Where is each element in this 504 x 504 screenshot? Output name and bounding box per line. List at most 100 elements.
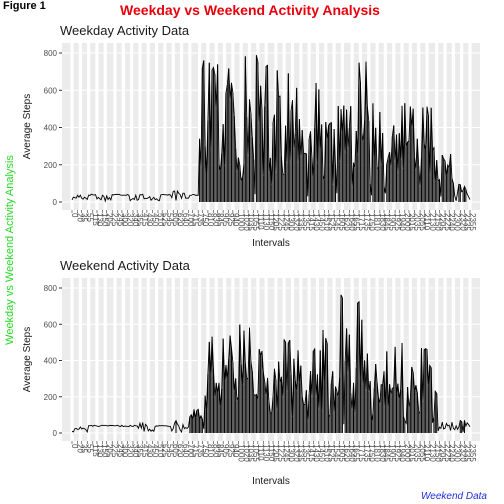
x-tick-label: 2300 — [453, 444, 462, 462]
x-tick-label: 0 — [70, 444, 79, 449]
x-tick-label: 55 — [85, 444, 94, 453]
x-tick-label: 2130 — [428, 444, 437, 462]
x-tick-label: 2225 — [443, 213, 452, 231]
x-tick-label: 1525 — [327, 213, 336, 231]
x-tick-label: 2355 — [468, 213, 477, 231]
x-tick-label: 1355 — [302, 444, 311, 462]
x-tick-label: 1450 — [317, 213, 326, 231]
x-tick-label: 2130 — [428, 213, 437, 231]
x-tick-label: 1415 — [307, 444, 316, 462]
x-tick-label: 1715 — [357, 444, 366, 462]
x-tick-label: 940 — [231, 213, 240, 227]
x-tick-label: 2355 — [468, 444, 477, 462]
x-tick-label: 1205 — [271, 213, 280, 231]
y-tick-label: 0 — [53, 198, 58, 207]
x-tick-label: 1300 — [286, 213, 295, 231]
x-tick-label: 55 — [85, 213, 94, 222]
x-tick-label: 2035 — [413, 213, 422, 231]
x-tick-label: 810 — [206, 444, 215, 458]
x-tick-label: 2110 — [422, 444, 431, 462]
x-tick-label: 1750 — [367, 213, 376, 231]
x-tick-label: 1225 — [277, 444, 286, 462]
x-tick-label: 2015 — [407, 213, 416, 231]
x-tick-label: 20 — [76, 213, 85, 222]
x-tick-label: 1055 — [252, 444, 261, 462]
x-tick-label: 1245 — [282, 213, 291, 231]
x-tick-label: 925 — [227, 213, 236, 227]
x-tick-label: 1130 — [261, 213, 270, 231]
x-tick-label: 355 — [135, 213, 144, 227]
y-tick-label: 600 — [44, 86, 58, 95]
x-tick-label: 830 — [211, 213, 220, 227]
x-tick-label: 525 — [160, 213, 169, 227]
x-tick-label: 150 — [101, 444, 110, 458]
x-tick-label: 35 — [80, 213, 89, 222]
x-tick-label: 1715 — [357, 213, 366, 231]
x-tick-label: 2055 — [418, 213, 427, 231]
x-tick-label: 1000 — [236, 213, 245, 231]
x-tick-label: 1620 — [342, 213, 351, 231]
x-axis-label: Intervals — [252, 238, 290, 249]
x-tick-label: 1830 — [378, 444, 387, 462]
x-tick-label: 2320 — [458, 213, 467, 231]
x-tick-label: 605 — [171, 444, 180, 458]
x-tick-label: 1320 — [292, 213, 301, 231]
x-tick-label: 1605 — [338, 444, 347, 462]
x-tick-label: 2035 — [413, 444, 422, 462]
x-tick-label: 245 — [116, 444, 125, 458]
x-tick-label: 1545 — [332, 213, 341, 231]
panel-title: Weekend Activity Data — [60, 258, 191, 273]
x-tick-label: 1510 — [322, 213, 331, 231]
x-tick-label: 1225 — [277, 213, 286, 231]
x-tick-label: 415 — [141, 444, 150, 458]
y-tick-label: 800 — [44, 49, 58, 58]
x-tick-label: 115 — [91, 213, 100, 226]
x-tick-label: 0 — [70, 213, 79, 218]
x-tick-label: 620 — [175, 213, 184, 227]
x-tick-label: 1430 — [311, 444, 320, 462]
x-tick-label: 130 — [95, 213, 104, 227]
x-tick-label: 1845 — [382, 213, 391, 231]
x-tick-label: 450 — [150, 444, 159, 458]
x-tick-label: 640 — [181, 444, 190, 458]
x-tick-label: 1110 — [256, 213, 265, 230]
figure-label: Figure 1 — [3, 0, 46, 12]
main-title: Weekday vs Weekend Activity Analysis — [120, 2, 380, 18]
x-tick-label: 115 — [91, 444, 100, 457]
x-tick-label: 1940 — [397, 444, 406, 462]
x-tick-label: 2015 — [407, 444, 416, 462]
x-axis-label: Intervals — [252, 476, 290, 487]
x-tick-label: 1300 — [286, 444, 295, 462]
x-tick-label: 355 — [135, 444, 144, 458]
y-tick-label: 0 — [53, 429, 58, 438]
x-tick-label: 2300 — [453, 213, 462, 231]
x-tick-label: 225 — [110, 213, 119, 227]
x-tick-label: 1655 — [352, 444, 361, 462]
x-tick-label: 845 — [216, 213, 225, 227]
x-tick-label: 700 — [186, 444, 195, 458]
x-tick-label: 1150 — [267, 444, 276, 462]
y-tick-label: 600 — [44, 320, 58, 329]
x-tick-label: 1055 — [252, 213, 261, 231]
x-tick-label: 2150 — [433, 213, 442, 231]
x-tick-label: 1430 — [311, 213, 320, 231]
x-tick-label: 810 — [206, 213, 215, 227]
x-tick-label: 1035 — [246, 444, 255, 462]
x-tick-label: 430 — [145, 444, 154, 458]
x-tick-label: 320 — [125, 213, 134, 227]
x-tick-label: 1605 — [338, 213, 347, 231]
x-tick-label: 450 — [150, 213, 159, 227]
x-tick-label: 750 — [200, 444, 209, 458]
x-tick-label: 1810 — [372, 213, 381, 231]
y-axis-label: Average Steps — [22, 327, 33, 392]
x-tick-label: 940 — [231, 444, 240, 458]
x-tick-label: 245 — [116, 213, 125, 227]
x-tick-label: 1245 — [282, 444, 291, 462]
x-tick-label: 1020 — [242, 444, 251, 462]
x-tick-label: 430 — [145, 213, 154, 227]
x-tick-label: 2000 — [403, 444, 412, 462]
x-tick-label: 1205 — [271, 444, 280, 462]
x-tick-label: 2240 — [447, 444, 456, 462]
y-tick-label: 200 — [44, 393, 58, 402]
